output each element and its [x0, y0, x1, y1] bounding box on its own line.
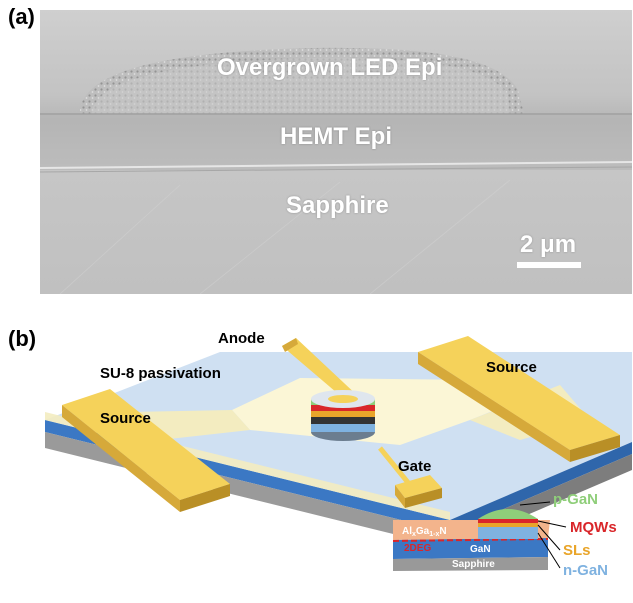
- gate-label: Gate: [398, 458, 431, 475]
- sem-background: [40, 47, 632, 294]
- inset-2deg-label: 2DEG: [404, 543, 431, 554]
- inset-algan-label: AlxGa1-xN: [402, 526, 447, 538]
- panel-a-label: (a): [8, 4, 35, 29]
- inset-n-gan-label: n-GaN: [563, 562, 608, 579]
- device-schematic: Anode SU-8 passivation Source Source Gat…: [45, 330, 632, 579]
- passivation-label: SU-8 passivation: [100, 365, 221, 382]
- inset-gan-label: GaN: [470, 544, 491, 555]
- inset-cross-section: [392, 501, 567, 571]
- source-left-pad: [62, 389, 230, 500]
- hemt-epi-label: HEMT Epi: [280, 123, 392, 150]
- inset-sl-label: SLs: [563, 542, 591, 559]
- source-right-pad: [418, 336, 620, 450]
- scale-bar: [517, 262, 581, 268]
- gate-pad: [395, 475, 442, 498]
- source-left-label: Source: [100, 410, 151, 427]
- inset-mqw-label: MQWs: [570, 519, 617, 536]
- source-right-label: Source: [486, 359, 537, 376]
- anode-contact: [282, 338, 360, 404]
- sem-micrograph: Overgrown LED Epi HEMT Epi Sapphire 2 μm: [40, 10, 632, 294]
- anode-label: Anode: [218, 330, 265, 347]
- hemt-epi-layer: [40, 114, 632, 170]
- sapphire-label: Sapphire: [286, 192, 389, 219]
- hemt-mesa: [232, 378, 520, 445]
- led-epi-label: Overgrown LED Epi: [217, 54, 443, 81]
- inset-p-gan-label: p-GaN: [553, 491, 598, 508]
- inset-sapphire-label: Sapphire: [452, 559, 495, 570]
- panel-b-label: (b): [8, 326, 37, 351]
- scale-bar-label: 2 μm: [520, 231, 577, 258]
- led-stack: [311, 390, 375, 441]
